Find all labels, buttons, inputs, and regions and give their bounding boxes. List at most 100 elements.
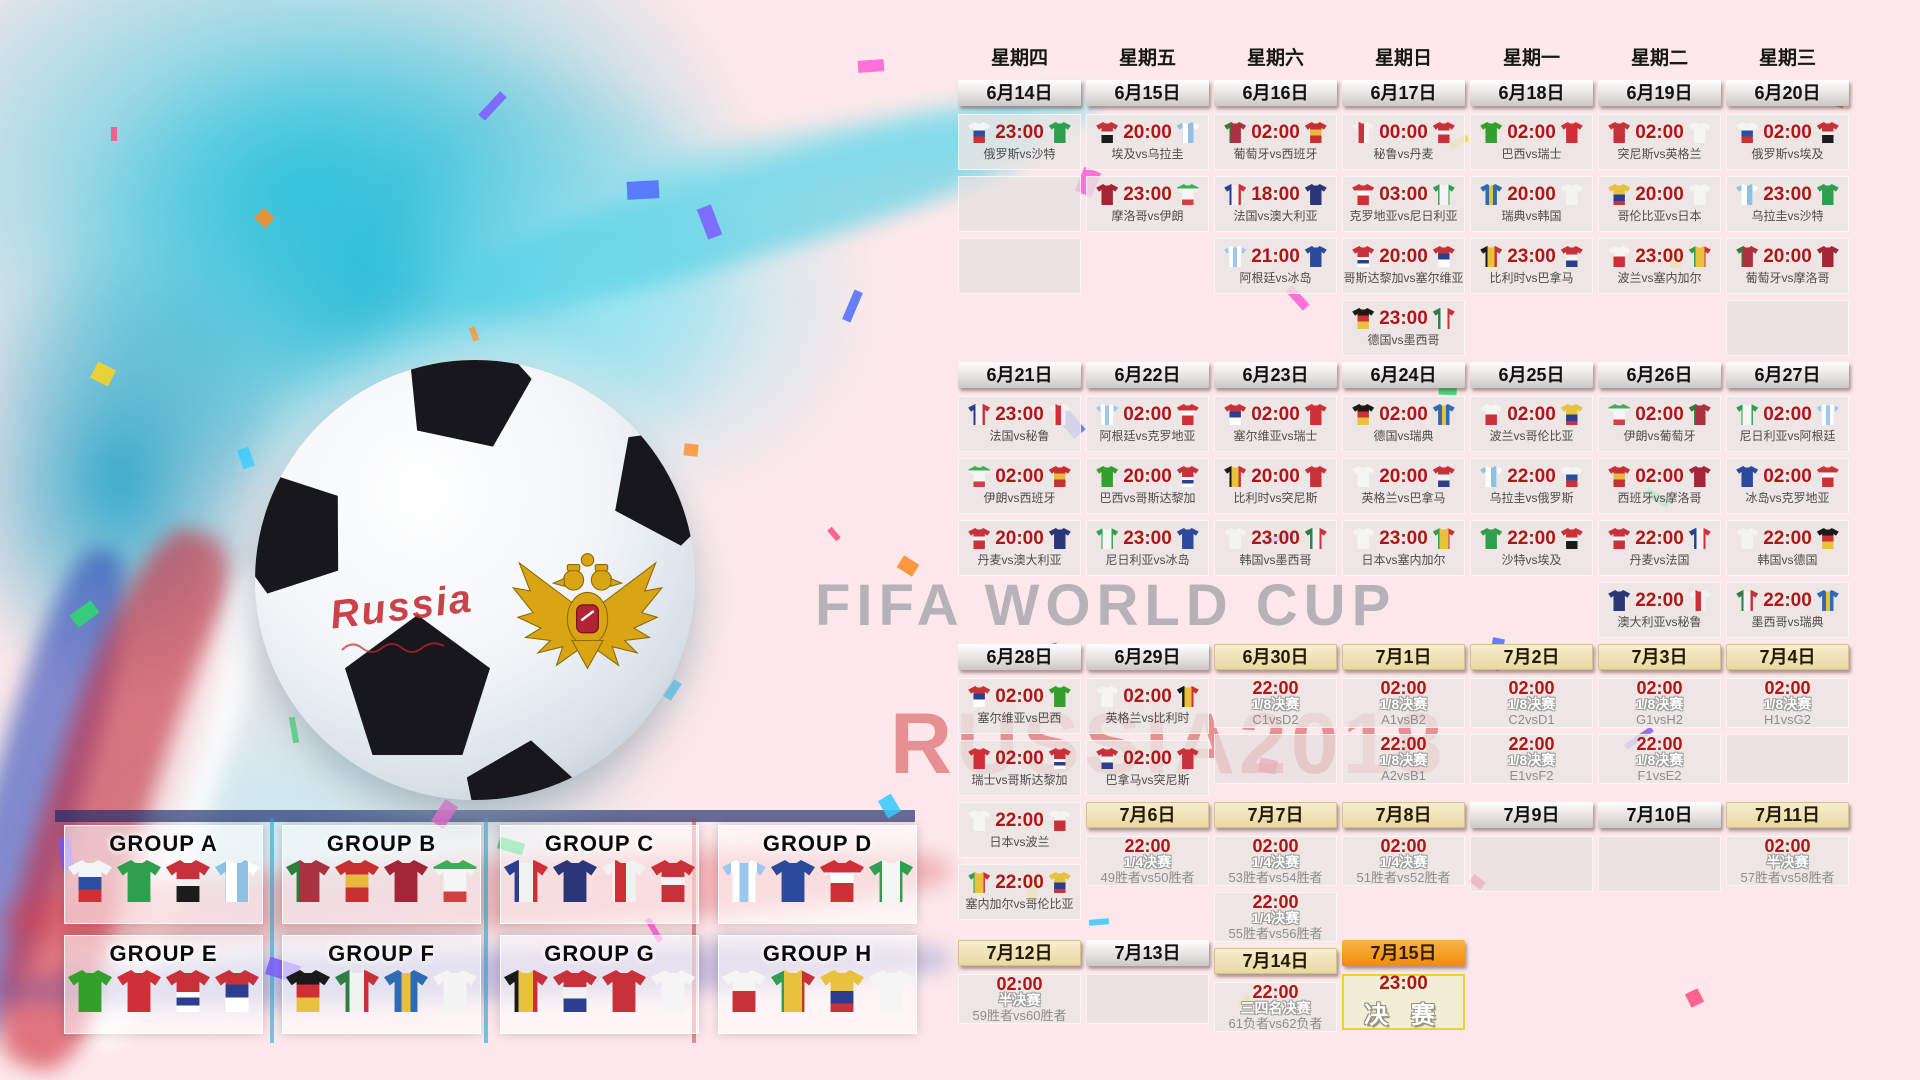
match-cell[interactable]: 02:00 英格兰vs比利时 xyxy=(1086,678,1209,734)
match-cell[interactable]: 02:00 俄罗斯vs埃及 xyxy=(1726,114,1849,170)
match-cell[interactable]: 02:00 冰岛vs克罗地亚 xyxy=(1726,458,1849,514)
group-box-a[interactable]: GROUP A xyxy=(64,825,263,924)
knockout-cell[interactable]: 22:00 1/8决赛 F1vsE2 xyxy=(1598,734,1721,784)
match-cell[interactable]: 02:00 瑞士vs哥斯达黎加 xyxy=(958,740,1081,796)
date-header[interactable]: 7月10日 xyxy=(1598,802,1721,828)
group-box-h[interactable]: GROUP H xyxy=(718,935,917,1034)
match-cell[interactable]: 02:00 德国vs瑞典 xyxy=(1342,396,1465,452)
match-cell[interactable]: 03:00 克罗地亚vs尼日利亚 xyxy=(1342,176,1465,232)
match-cell[interactable]: 22:00 塞内加尔vs哥伦比亚 xyxy=(958,864,1081,920)
knockout-cell[interactable]: 02:00 1/8决赛 H1vsG2 xyxy=(1726,678,1849,728)
date-header[interactable]: 7月13日 xyxy=(1086,940,1209,966)
match-cell[interactable]: 20:00 巴西vs哥斯达黎加 xyxy=(1086,458,1209,514)
knockout-cell[interactable]: 02:00 半决赛 59胜者vs60胜者 xyxy=(958,974,1081,1024)
knockout-cell[interactable]: 22:00 1/8决赛 C1vsD2 xyxy=(1214,678,1337,728)
match-cell[interactable]: 23:00 波兰vs塞内加尔 xyxy=(1598,238,1721,294)
date-header[interactable]: 7月12日 xyxy=(958,940,1081,966)
date-header[interactable]: 6月27日 xyxy=(1726,362,1849,388)
date-header[interactable]: 6月28日 xyxy=(958,644,1081,670)
match-cell[interactable]: 20:00 葡萄牙vs摩洛哥 xyxy=(1726,238,1849,294)
group-box-c[interactable]: GROUP C xyxy=(500,825,699,924)
match-cell[interactable]: 22:00 韩国vs德国 xyxy=(1726,520,1849,576)
match-cell[interactable]: 02:00 葡萄牙vs西班牙 xyxy=(1214,114,1337,170)
match-cell[interactable]: 02:00 伊朗vs西班牙 xyxy=(958,458,1081,514)
group-box-b[interactable]: GROUP B xyxy=(282,825,481,924)
match-cell[interactable]: 20:00 埃及vs乌拉圭 xyxy=(1086,114,1209,170)
final-cell[interactable]: 23:00 决 赛 xyxy=(1342,974,1465,1030)
match-cell[interactable]: 00:00 秘鲁vs丹麦 xyxy=(1342,114,1465,170)
date-header[interactable]: 6月17日 xyxy=(1342,80,1465,106)
knockout-cell[interactable]: 02:00 1/4决赛 51胜者vs52胜者 xyxy=(1342,836,1465,886)
date-header[interactable]: 6月24日 xyxy=(1342,362,1465,388)
date-header[interactable]: 6月22日 xyxy=(1086,362,1209,388)
match-cell[interactable]: 22:00 日本vs波兰 xyxy=(958,802,1081,858)
date-header[interactable]: 6月14日 xyxy=(958,80,1081,106)
match-cell[interactable]: 22:00 澳大利亚vs秘鲁 xyxy=(1598,582,1721,638)
match-cell[interactable]: 23:00 摩洛哥vs伊朗 xyxy=(1086,176,1209,232)
date-header[interactable]: 7月1日 xyxy=(1342,644,1465,670)
knockout-cell[interactable]: 22:00 1/8决赛 A2vsB1 xyxy=(1342,734,1465,784)
group-box-d[interactable]: GROUP D xyxy=(718,825,917,924)
knockout-cell[interactable]: 02:00 1/8决赛 A1vsB2 xyxy=(1342,678,1465,728)
date-header[interactable]: 7月4日 xyxy=(1726,644,1849,670)
match-cell[interactable]: 23:00 日本vs塞内加尔 xyxy=(1342,520,1465,576)
match-cell[interactable]: 23:00 比利时vs巴拿马 xyxy=(1470,238,1593,294)
match-cell[interactable]: 20:00 英格兰vs巴拿马 xyxy=(1342,458,1465,514)
date-header[interactable]: 7月14日 xyxy=(1214,948,1337,974)
date-header[interactable]: 7月9日 xyxy=(1470,802,1593,828)
knockout-cell[interactable]: 02:00 半决赛 57胜者vs58胜者 xyxy=(1726,836,1849,886)
knockout-cell[interactable]: 22:00 1/8决赛 E1vsF2 xyxy=(1470,734,1593,784)
match-cell[interactable]: 02:00 巴拿马vs突尼斯 xyxy=(1086,740,1209,796)
date-header[interactable]: 6月25日 xyxy=(1470,362,1593,388)
match-cell[interactable]: 20:00 丹麦vs澳大利亚 xyxy=(958,520,1081,576)
group-box-e[interactable]: GROUP E xyxy=(64,935,263,1034)
date-header[interactable]: 6月26日 xyxy=(1598,362,1721,388)
match-cell[interactable]: 18:00 法国vs澳大利亚 xyxy=(1214,176,1337,232)
knockout-cell[interactable]: 22:00 三四名决赛 61负者vs62负者 xyxy=(1214,982,1337,1032)
date-header[interactable]: 7月2日 xyxy=(1470,644,1593,670)
knockout-cell[interactable]: 02:00 1/8决赛 G1vsH2 xyxy=(1598,678,1721,728)
match-cell[interactable]: 02:00 突尼斯vs英格兰 xyxy=(1598,114,1721,170)
match-cell[interactable]: 02:00 塞尔维亚vs瑞士 xyxy=(1214,396,1337,452)
date-header[interactable]: 7月6日 xyxy=(1086,802,1209,828)
match-cell[interactable]: 22:00 沙特vs埃及 xyxy=(1470,520,1593,576)
knockout-cell[interactable]: 22:00 1/4决赛 49胜者vs50胜者 xyxy=(1086,836,1209,886)
date-header[interactable]: 6月23日 xyxy=(1214,362,1337,388)
match-cell[interactable]: 02:00 尼日利亚vs阿根廷 xyxy=(1726,396,1849,452)
match-cell[interactable]: 23:00 韩国vs墨西哥 xyxy=(1214,520,1337,576)
date-header[interactable]: 7月11日 xyxy=(1726,802,1849,828)
match-cell[interactable]: 23:00 乌拉圭vs沙特 xyxy=(1726,176,1849,232)
group-box-f[interactable]: GROUP F xyxy=(282,935,481,1034)
match-cell[interactable]: 21:00 阿根廷vs冰岛 xyxy=(1214,238,1337,294)
date-header[interactable]: 7月8日 xyxy=(1342,802,1465,828)
match-cell[interactable]: 23:00 俄罗斯vs沙特 xyxy=(958,114,1081,170)
match-cell[interactable]: 02:00 伊朗vs葡萄牙 xyxy=(1598,396,1721,452)
date-header[interactable]: 6月29日 xyxy=(1086,644,1209,670)
date-header[interactable]: 7月7日 xyxy=(1214,802,1337,828)
match-cell[interactable]: 20:00 比利时vs突尼斯 xyxy=(1214,458,1337,514)
knockout-cell[interactable]: 02:00 1/8决赛 C2vsD1 xyxy=(1470,678,1593,728)
group-box-g[interactable]: GROUP G xyxy=(500,935,699,1034)
date-header[interactable]: 6月19日 xyxy=(1598,80,1721,106)
date-header[interactable]: 6月20日 xyxy=(1726,80,1849,106)
match-cell[interactable]: 02:00 波兰vs哥伦比亚 xyxy=(1470,396,1593,452)
match-cell[interactable]: 23:00 德国vs墨西哥 xyxy=(1342,300,1465,356)
match-cell[interactable]: 20:00 瑞典vs韩国 xyxy=(1470,176,1593,232)
knockout-cell[interactable]: 02:00 1/4决赛 53胜者vs54胜者 xyxy=(1214,836,1337,886)
match-cell[interactable]: 02:00 巴西vs瑞士 xyxy=(1470,114,1593,170)
match-cell[interactable]: 02:00 西班牙vs摩洛哥 xyxy=(1598,458,1721,514)
date-header[interactable]: 7月3日 xyxy=(1598,644,1721,670)
match-cell[interactable]: 22:00 墨西哥vs瑞典 xyxy=(1726,582,1849,638)
date-header[interactable]: 6月15日 xyxy=(1086,80,1209,106)
date-header[interactable]: 6月18日 xyxy=(1470,80,1593,106)
date-header[interactable]: 6月30日 xyxy=(1214,644,1337,670)
match-cell[interactable]: 23:00 尼日利亚vs冰岛 xyxy=(1086,520,1209,576)
match-cell[interactable]: 23:00 法国vs秘鲁 xyxy=(958,396,1081,452)
date-header[interactable]: 7月15日 xyxy=(1342,940,1465,966)
match-cell[interactable]: 20:00 哥伦比亚vs日本 xyxy=(1598,176,1721,232)
match-cell[interactable]: 02:00 塞尔维亚vs巴西 xyxy=(958,678,1081,734)
knockout-cell[interactable]: 22:00 1/4决赛 55胜者vs56胜者 xyxy=(1214,892,1337,942)
match-cell[interactable]: 22:00 乌拉圭vs俄罗斯 xyxy=(1470,458,1593,514)
date-header[interactable]: 6月16日 xyxy=(1214,80,1337,106)
match-cell[interactable]: 22:00 丹麦vs法国 xyxy=(1598,520,1721,576)
